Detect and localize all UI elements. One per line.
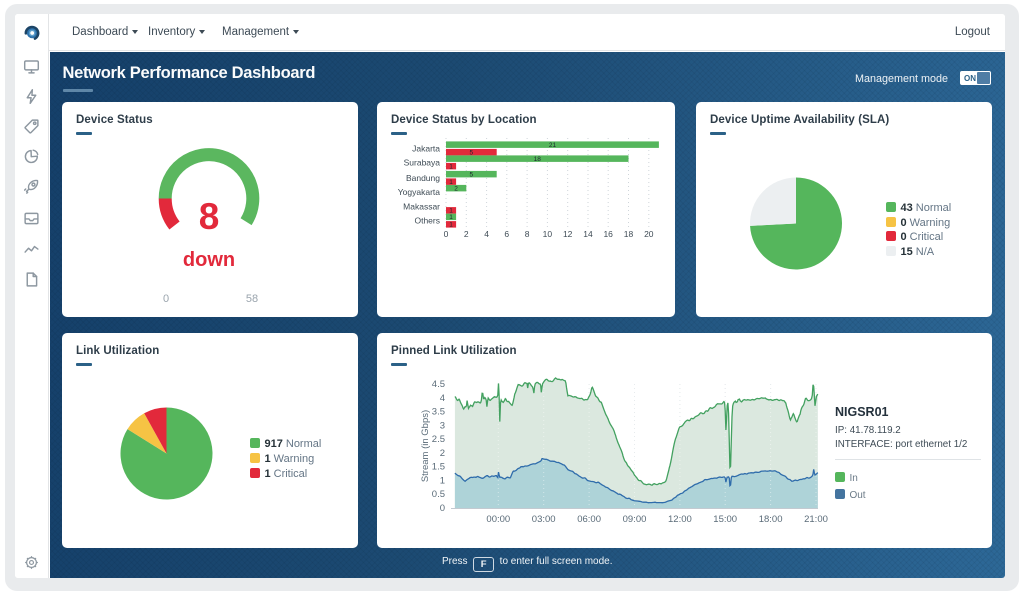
svg-text:18:00: 18:00 — [759, 514, 783, 525]
svg-text:21: 21 — [549, 142, 557, 149]
svg-text:00:00: 00:00 — [486, 514, 510, 525]
svg-text:Makassar: Makassar — [403, 202, 440, 212]
svg-text:2: 2 — [464, 229, 469, 239]
svg-text:12:00: 12:00 — [668, 514, 692, 525]
svg-text:Surabaya: Surabaya — [404, 157, 441, 167]
svg-text:1: 1 — [449, 214, 453, 221]
svg-text:1: 1 — [449, 208, 453, 215]
svg-text:Bandung: Bandung — [406, 173, 440, 183]
svg-text:4.5: 4.5 — [432, 379, 445, 390]
svg-text:8: 8 — [199, 196, 220, 237]
svg-text:Yogyakarta: Yogyakarta — [398, 187, 440, 197]
svg-text:3.5: 3.5 — [432, 407, 445, 418]
svg-text:21:00: 21:00 — [804, 514, 828, 525]
svg-text:2: 2 — [454, 185, 458, 192]
svg-text:09:00: 09:00 — [623, 514, 647, 525]
svg-text:1: 1 — [449, 163, 453, 170]
svg-text:1: 1 — [449, 179, 453, 186]
svg-text:14: 14 — [583, 229, 593, 239]
svg-text:Others: Others — [414, 216, 440, 226]
svg-text:5: 5 — [469, 149, 473, 156]
svg-text:Stream (in Gbps): Stream (in Gbps) — [420, 410, 431, 482]
svg-text:2: 2 — [440, 448, 445, 459]
svg-text:15:00: 15:00 — [713, 514, 737, 525]
svg-text:4: 4 — [440, 393, 445, 404]
svg-text:6: 6 — [504, 229, 509, 239]
svg-text:2.5: 2.5 — [432, 434, 445, 445]
svg-text:0: 0 — [444, 229, 449, 239]
svg-text:06:00: 06:00 — [577, 514, 601, 525]
svg-text:16: 16 — [603, 229, 613, 239]
svg-text:03:00: 03:00 — [532, 514, 556, 525]
svg-text:0: 0 — [440, 503, 445, 514]
svg-text:20: 20 — [644, 229, 654, 239]
svg-text:1.5: 1.5 — [432, 462, 445, 473]
svg-text:18: 18 — [624, 229, 634, 239]
svg-text:5: 5 — [469, 171, 473, 178]
svg-text:4: 4 — [484, 229, 489, 239]
svg-text:10: 10 — [543, 229, 553, 239]
svg-text:8: 8 — [525, 229, 530, 239]
svg-text:58: 58 — [246, 293, 258, 305]
svg-text:1: 1 — [449, 222, 453, 229]
svg-text:0.5: 0.5 — [432, 489, 445, 500]
svg-text:down: down — [183, 249, 235, 271]
svg-text:Jakarta: Jakarta — [412, 143, 440, 153]
svg-text:0: 0 — [163, 293, 169, 305]
svg-text:18: 18 — [534, 156, 542, 163]
svg-text:3: 3 — [440, 420, 445, 431]
svg-text:12: 12 — [563, 229, 573, 239]
svg-text:1: 1 — [440, 475, 445, 486]
